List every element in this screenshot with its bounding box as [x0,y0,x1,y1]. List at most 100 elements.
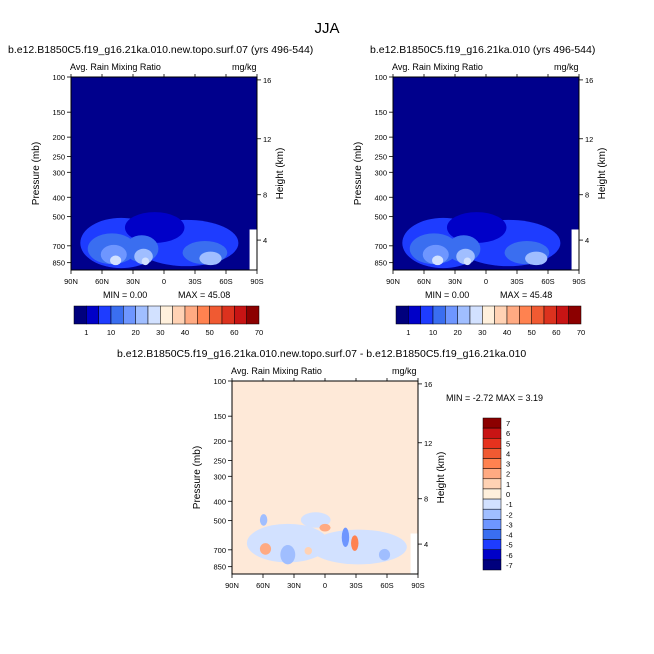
panel2-ytick-label: 700 [374,242,387,251]
panel2-ytick-label: 250 [374,152,387,161]
panel3-colorbar-label: -2 [506,510,513,519]
panel2-colorbar-label: 1 [406,328,410,337]
panel3-contour-4 [280,545,296,565]
panel1-ytick-label: 300 [52,168,65,177]
panel2-contour-8 [525,251,548,266]
panel1-contour-10 [141,257,150,266]
panel3-ytick-label: 400 [213,497,226,506]
panel2-colorbar-label: 20 [453,328,461,337]
panel1-colorbar-box [172,305,186,325]
panel2-colorbar-box [420,305,434,325]
panel1-colorbar-box [135,305,149,325]
panel2-title: b.e12.B1850C5.f19_g16.21ka.010 (yrs 496-… [370,44,596,56]
panel2-xtick-label: 60N [417,277,431,286]
panel3-colorbar-box [482,468,502,480]
panel1-colorbar-label: 30 [156,328,164,337]
panel3-colorbar-box [482,539,502,550]
panel3-ytick-label: 700 [213,546,226,555]
panel3-colorbar-label: -6 [506,551,513,560]
panel1-ytick-label: 100 [52,73,65,82]
panel3-colorbar-box [482,529,502,540]
panel3-colorbar-box [482,458,502,469]
panel1-xtick-label: 90N [64,277,78,286]
panel3-colorbar-box [482,448,502,459]
panel1-xtick-label: 30S [188,277,201,286]
panel1-contour-9 [110,255,122,266]
panel1-ytick-right-label: 16 [263,76,271,85]
panel3-contour-5 [341,527,350,547]
panel3-ytick-right-label: 12 [424,439,432,448]
panel1-colorbar-label: 20 [131,328,139,337]
panel3-colorbar-box [482,438,502,449]
panel2-contour-10 [463,257,472,266]
panel3-left-string: Avg. Rain Mixing Ratio [231,366,322,376]
panel1-xtick-label: 30N [126,277,140,286]
panel2-ytick-label: 300 [374,168,387,177]
panel1-ytick-right-label: 8 [263,191,267,200]
panel1-colorbar-box [110,305,124,325]
panel2-xtick-label: 0 [484,277,488,286]
panel3-ytick-right-label: 4 [424,540,428,549]
panel3-ylabel: Pressure (mb) [192,446,203,509]
panel1-ylabel: Pressure (mb) [31,142,42,205]
panel3-ytick-label: 150 [213,412,226,421]
panel2-colorbar-box [519,305,532,325]
panel3-ytick-label: 250 [213,456,226,465]
panel1-colorbar-box [209,305,223,325]
panel2-colorbar-label: 70 [577,328,585,337]
panel3-colorbar-box [482,417,502,429]
panel2-colorbar-label: 60 [552,328,560,337]
panel2-colorbar-box [531,305,545,325]
panel2-ytick-label: 200 [374,133,387,142]
panel3-ytick-label: 200 [213,437,226,446]
panel2-ylabel-right: Height (km) [597,148,608,200]
panel3-units: mg/kg [392,366,417,376]
panel1-ytick-label: 500 [52,213,65,222]
panel3-colorbar-box [482,478,502,490]
panel3-colorbar-label: 6 [506,429,510,438]
panel3-contour-9 [259,543,272,555]
panel3-xtick-label: 90N [225,581,239,590]
panel3-colorbar-box [482,508,502,520]
panel2-colorbar-box [568,305,582,325]
panel1-ytick-right-label: 4 [263,236,267,245]
panel2-ytick-right-label: 12 [585,135,593,144]
panel2-ytick-label: 100 [374,73,387,82]
panel1-title: b.e12.B1850C5.f19_g16.21ka.010.new.topo.… [8,44,314,56]
panel2-min-label: MIN = 0.00 [425,290,470,300]
panel1-units: mg/kg [232,62,257,72]
panel2-ytick-label: 500 [374,213,387,222]
panel3-colorbar-box [482,549,502,561]
panel3-colorbar-label: -1 [506,500,513,509]
panel1-colorbar-label: 70 [255,328,263,337]
panel2-ytick-label: 400 [374,193,387,202]
panel3-ytick-label: 100 [213,377,226,386]
panel3-colorbar-box [482,559,502,571]
panel1-max-label: MAX = 45.08 [178,290,231,300]
panel2-colorbar-box [408,305,421,325]
panel3-colorbar-box [482,488,502,500]
panel2-colorbar-box [445,305,458,325]
panel3-ytick-right-label: 16 [424,380,432,389]
panel1-xtick-label: 60S [219,277,232,286]
panel3-colorbar-box [482,498,502,510]
panel1-colorbar-box [86,305,99,325]
panel2-colorbar-box [494,305,508,325]
panel1-colorbar-box [246,305,260,325]
panel2-contour-2 [446,212,507,243]
panel3-colorbar-label: 5 [506,439,510,448]
panel1-colorbar-label: 1 [84,328,88,337]
panel2-colorbar-box [543,305,557,325]
panel3-colorbar-label: -5 [506,541,513,550]
panel1-ytick-label: 700 [52,242,65,251]
panel2-colorbar-label: 40 [503,328,511,337]
panel2-left-string: Avg. Rain Mixing Ratio [392,62,483,72]
panel2-xtick-label: 90N [386,277,400,286]
panel2-xtick-label: 30S [510,277,523,286]
panel2-xtick-label: 60S [541,277,554,286]
panel1-ytick-label: 250 [52,152,65,161]
panel1-ytick-label: 150 [52,108,65,117]
panel2-xtick-label: 30N [448,277,462,286]
panel3-topo-mask [416,554,418,574]
panel2-units: mg/kg [554,62,579,72]
